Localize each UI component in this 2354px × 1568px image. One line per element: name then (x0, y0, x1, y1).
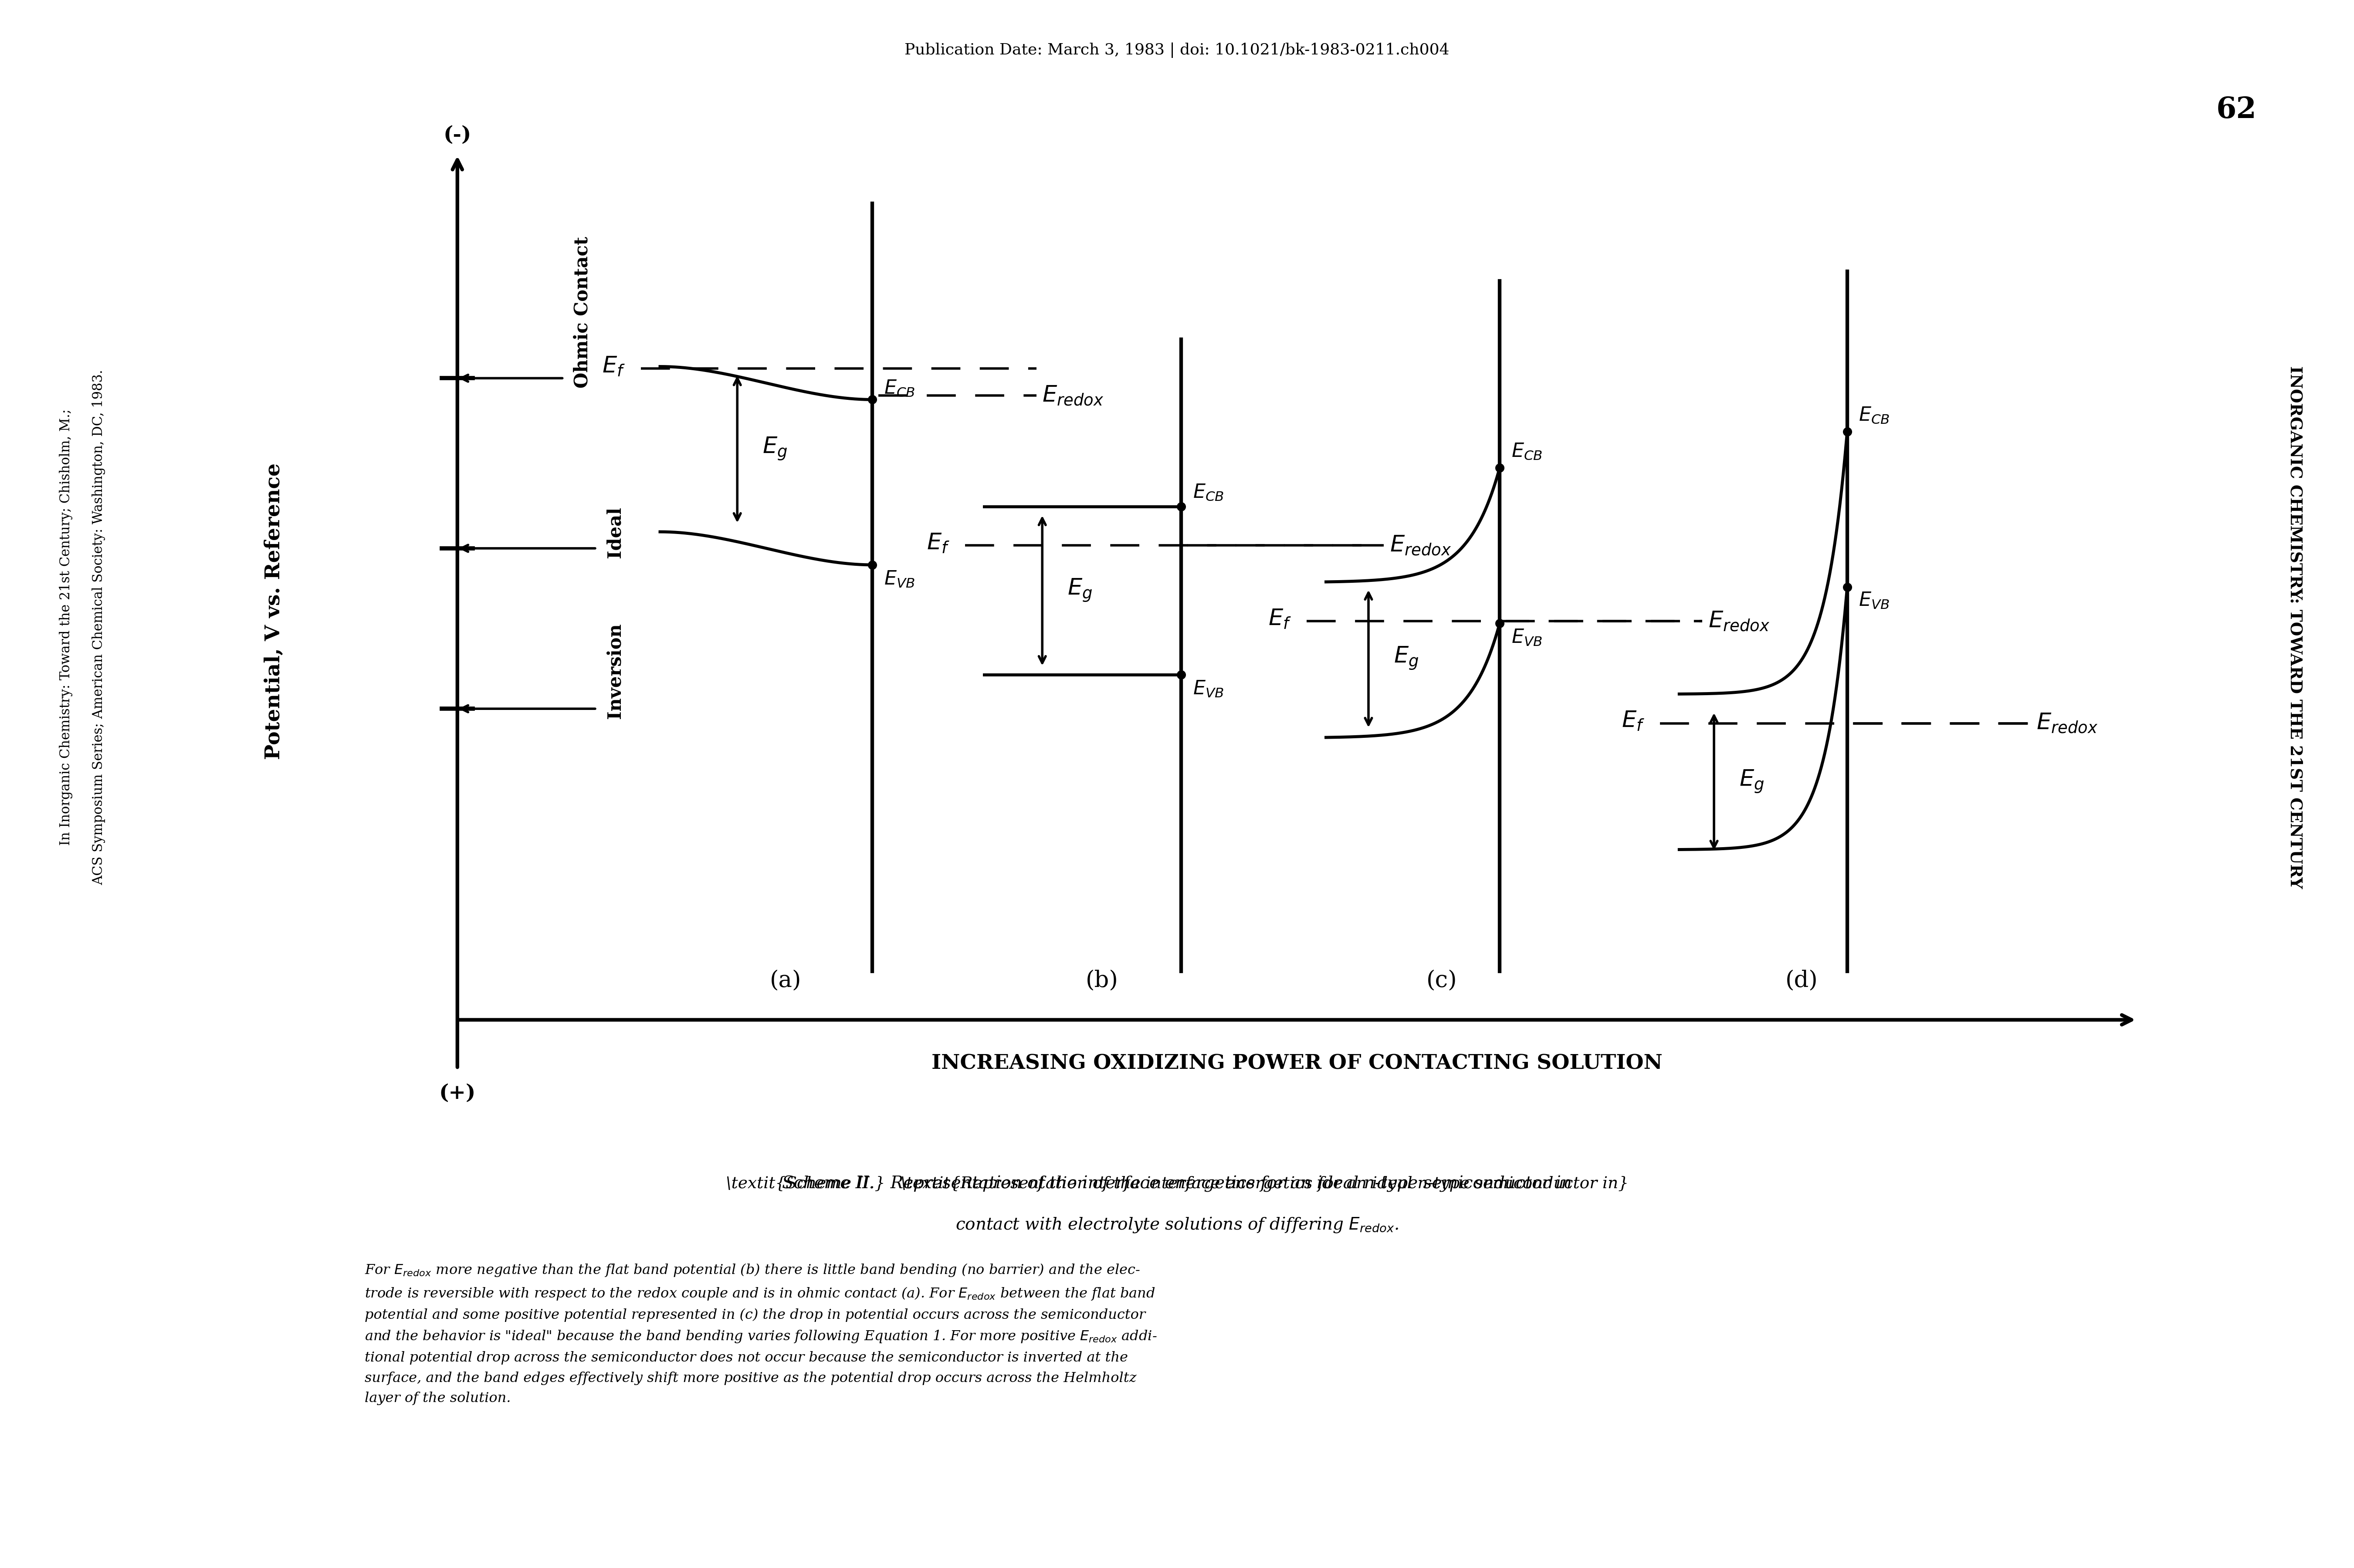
Text: Inversion: Inversion (605, 622, 624, 718)
Text: Ideal: Ideal (605, 506, 624, 558)
Text: \textit{Scheme II.}   \textit{Representation of the interface energetics for an : \textit{Scheme II.} \textit{Representati… (725, 1176, 1629, 1192)
Text: $E_{redox}$: $E_{redox}$ (1709, 610, 1770, 632)
Text: For $\mathit{E}_{redox}$ more negative than the flat band potential (b) there is: For $\mathit{E}_{redox}$ more negative t… (365, 1262, 1158, 1405)
Text: $E_{CB}$: $E_{CB}$ (1193, 483, 1224, 502)
Point (1481, 455, 1518, 480)
Text: $E_f$: $E_f$ (1622, 710, 1645, 732)
Text: (a): (a) (770, 971, 800, 993)
Text: $E_{redox}$: $E_{redox}$ (1043, 384, 1104, 406)
Text: $E_g$: $E_g$ (763, 436, 786, 463)
Text: INCREASING OXIDIZING POWER OF CONTACTING SOLUTION: INCREASING OXIDIZING POWER OF CONTACTING… (932, 1054, 1662, 1073)
Text: $E_{redox}$: $E_{redox}$ (2036, 712, 2097, 734)
Point (855, 552, 892, 577)
Text: Potential, V vs. Reference: Potential, V vs. Reference (264, 463, 285, 760)
Point (1163, 662, 1201, 687)
Text: $E_{VB}$: $E_{VB}$ (885, 569, 916, 590)
Text: INORGANIC CHEMISTRY: TOWARD THE 21ST CENTURY: INORGANIC CHEMISTRY: TOWARD THE 21ST CEN… (2288, 365, 2302, 889)
Text: $E_{CB}$: $E_{CB}$ (885, 379, 916, 398)
Text: In Inorganic Chemistry: Toward the 21st Century; Chisholm, M.;: In Inorganic Chemistry: Toward the 21st … (59, 409, 73, 845)
Text: (c): (c) (1427, 971, 1457, 993)
Point (855, 387, 892, 412)
Text: $E_f$: $E_f$ (603, 356, 626, 378)
Text: (b): (b) (1085, 971, 1118, 993)
Text: $E_g$: $E_g$ (1740, 768, 1763, 795)
Text: $E_{VB}$: $E_{VB}$ (1511, 629, 1542, 648)
Text: Ohmic Contact: Ohmic Contact (572, 237, 591, 387)
Text: (-): (-) (443, 125, 471, 144)
Text: Scheme II.   Representation of the interface energetics for an ideal n-type semi: Scheme II. Representation of the interfa… (782, 1176, 1572, 1192)
Text: $E_{CB}$: $E_{CB}$ (1511, 442, 1542, 461)
Text: Publication Date: March 3, 1983 | doi: 10.1021/bk-1983-0211.ch004: Publication Date: March 3, 1983 | doi: 1… (904, 42, 1450, 58)
Text: (d): (d) (1787, 971, 1817, 993)
Text: $E_f$: $E_f$ (1269, 608, 1292, 630)
Point (1829, 575, 1867, 601)
Text: $E_{VB}$: $E_{VB}$ (1193, 679, 1224, 699)
Text: 62: 62 (2215, 96, 2257, 124)
Text: $E_{VB}$: $E_{VB}$ (1860, 591, 1890, 610)
Point (1829, 419, 1867, 444)
Text: ACS Symposium Series; American Chemical Society: Washington, DC, 1983.: ACS Symposium Series; American Chemical … (92, 370, 106, 884)
Text: $E_g$: $E_g$ (1394, 646, 1419, 671)
Point (1481, 610, 1518, 635)
Text: $E_f$: $E_f$ (927, 533, 949, 555)
Text: $E_g$: $E_g$ (1066, 577, 1092, 604)
Text: $E_{redox}$: $E_{redox}$ (1389, 535, 1452, 557)
Point (1163, 494, 1201, 519)
Text: $E_{CB}$: $E_{CB}$ (1860, 406, 1890, 425)
Text: (+): (+) (438, 1083, 476, 1102)
Text: contact with electrolyte solutions of differing $\mathit{E}_{redox}$.: contact with electrolyte solutions of di… (956, 1215, 1398, 1234)
